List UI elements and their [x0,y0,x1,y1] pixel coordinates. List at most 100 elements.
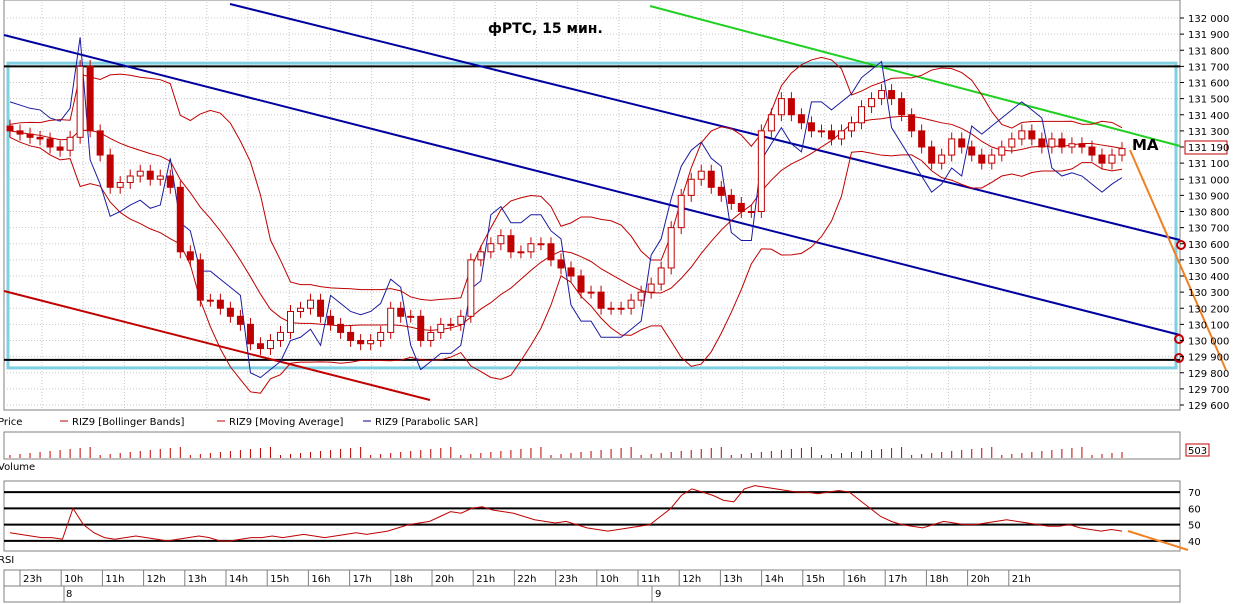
candle-body [307,299,315,309]
legend: Price RIZ9 [Bollinger Bands] RIZ9 [Movin… [0,417,478,428]
candle-body [607,307,615,310]
candle-body [737,202,745,212]
ma-annotation: MA [1132,136,1159,154]
candle-body [1088,146,1096,156]
candle-body [888,90,896,100]
trend-line-green [649,5,1181,147]
price-tick-label: 131 300 [1188,127,1229,138]
candle-body [727,194,735,204]
volume-last-label: 503 [1188,446,1207,457]
candle-body [617,307,625,310]
candles [6,59,1126,356]
forecast-arrow [1129,149,1227,371]
candle-body [777,98,785,116]
price-tick-label: 131 800 [1188,46,1229,57]
candle-body [86,65,94,132]
legend-sar-label: RIZ9 [Parabolic SAR] [375,417,478,428]
candle-body [918,130,926,148]
time-tick-label: 15h [806,574,825,585]
candle-body [196,259,204,301]
price-tick-label: 131 700 [1188,62,1229,73]
volume-label: Volume [0,462,35,473]
candle-body [587,291,595,294]
last-price-label: 131 190 [1188,143,1229,154]
price-tick-label: 129 700 [1188,385,1229,396]
candle-body [687,178,695,196]
target-circle [1174,334,1184,344]
candle-body [236,315,244,325]
candle-body [767,114,775,132]
candle-body [417,315,425,341]
candle-body [26,133,34,138]
time-tick-label: 20h [971,574,990,585]
candle-body [707,170,715,188]
price-axis: 132 000 131 900 131 800 131 700 131 600 131 5… [1180,14,1229,412]
candle-body [938,154,946,164]
candle-body [978,154,986,164]
parabolic-sar [9,37,1123,379]
candle-body [657,267,665,285]
rsi-label: RSI [0,555,14,566]
candle-body [206,299,214,302]
candle-body [637,291,645,301]
candle-body [56,146,64,151]
candle-body [517,251,525,254]
time-tick-label: 17h [888,574,907,585]
candle-body [276,331,284,341]
candle-body [186,251,194,261]
time-tick-label: 22h [517,574,536,585]
candle-body [1118,148,1126,156]
time-tick-label: 18h [394,574,413,585]
price-tick-label: 130 700 [1188,224,1229,235]
candle-body [487,243,495,253]
candle-body [647,283,655,293]
candle-body [547,243,555,261]
time-tick-label: 10h [600,574,619,585]
candle-body [677,194,685,229]
candle-body [968,146,976,156]
time-tick-label: 21h [476,574,495,585]
candle-body [837,130,845,140]
legend-ma-label: RIZ9 [Moving Average] [229,417,344,428]
price-overlays [3,3,1227,401]
time-tick-label: 11h [641,574,660,585]
candle-body [457,315,465,325]
candle-body [266,340,274,350]
candle-body [347,331,355,341]
candle-body [46,138,54,148]
time-tick-label: 15h [270,574,289,585]
price-tick-label: 130 200 [1188,304,1229,315]
candle-body [497,235,505,245]
candle-body [948,138,956,156]
candle-body [256,343,264,350]
candle-body [126,175,134,183]
price-tick-label: 131 400 [1188,111,1229,122]
candle-body [66,136,74,151]
candle-body [1068,143,1076,148]
trend-line-red [3,290,431,401]
price-tick-label: 129 900 [1188,353,1229,364]
time-tick-label: 20h [435,574,454,585]
candle-body [1028,130,1036,140]
candle-body [567,267,575,277]
time-tick-label: 12h [682,574,701,585]
price-tick-label: 131 100 [1188,159,1229,170]
price-tick-label: 130 900 [1188,191,1229,202]
bollinger-lower [9,136,1123,394]
candle-body [287,310,295,333]
candle-body [697,170,705,180]
time-tick-label: 17h [353,574,372,585]
candle-body [297,307,305,312]
candle-body [928,146,936,164]
candle-body [1008,138,1016,148]
candle-body [76,65,84,138]
candle-body [357,340,365,345]
candle-body [176,186,184,253]
time-tick-label: 11h [105,574,124,585]
candle-body [136,170,144,177]
price-tick-label: 130 300 [1188,288,1229,299]
time-tick-label: 14h [229,574,248,585]
candle-body [597,291,605,309]
candle-body [557,259,565,269]
